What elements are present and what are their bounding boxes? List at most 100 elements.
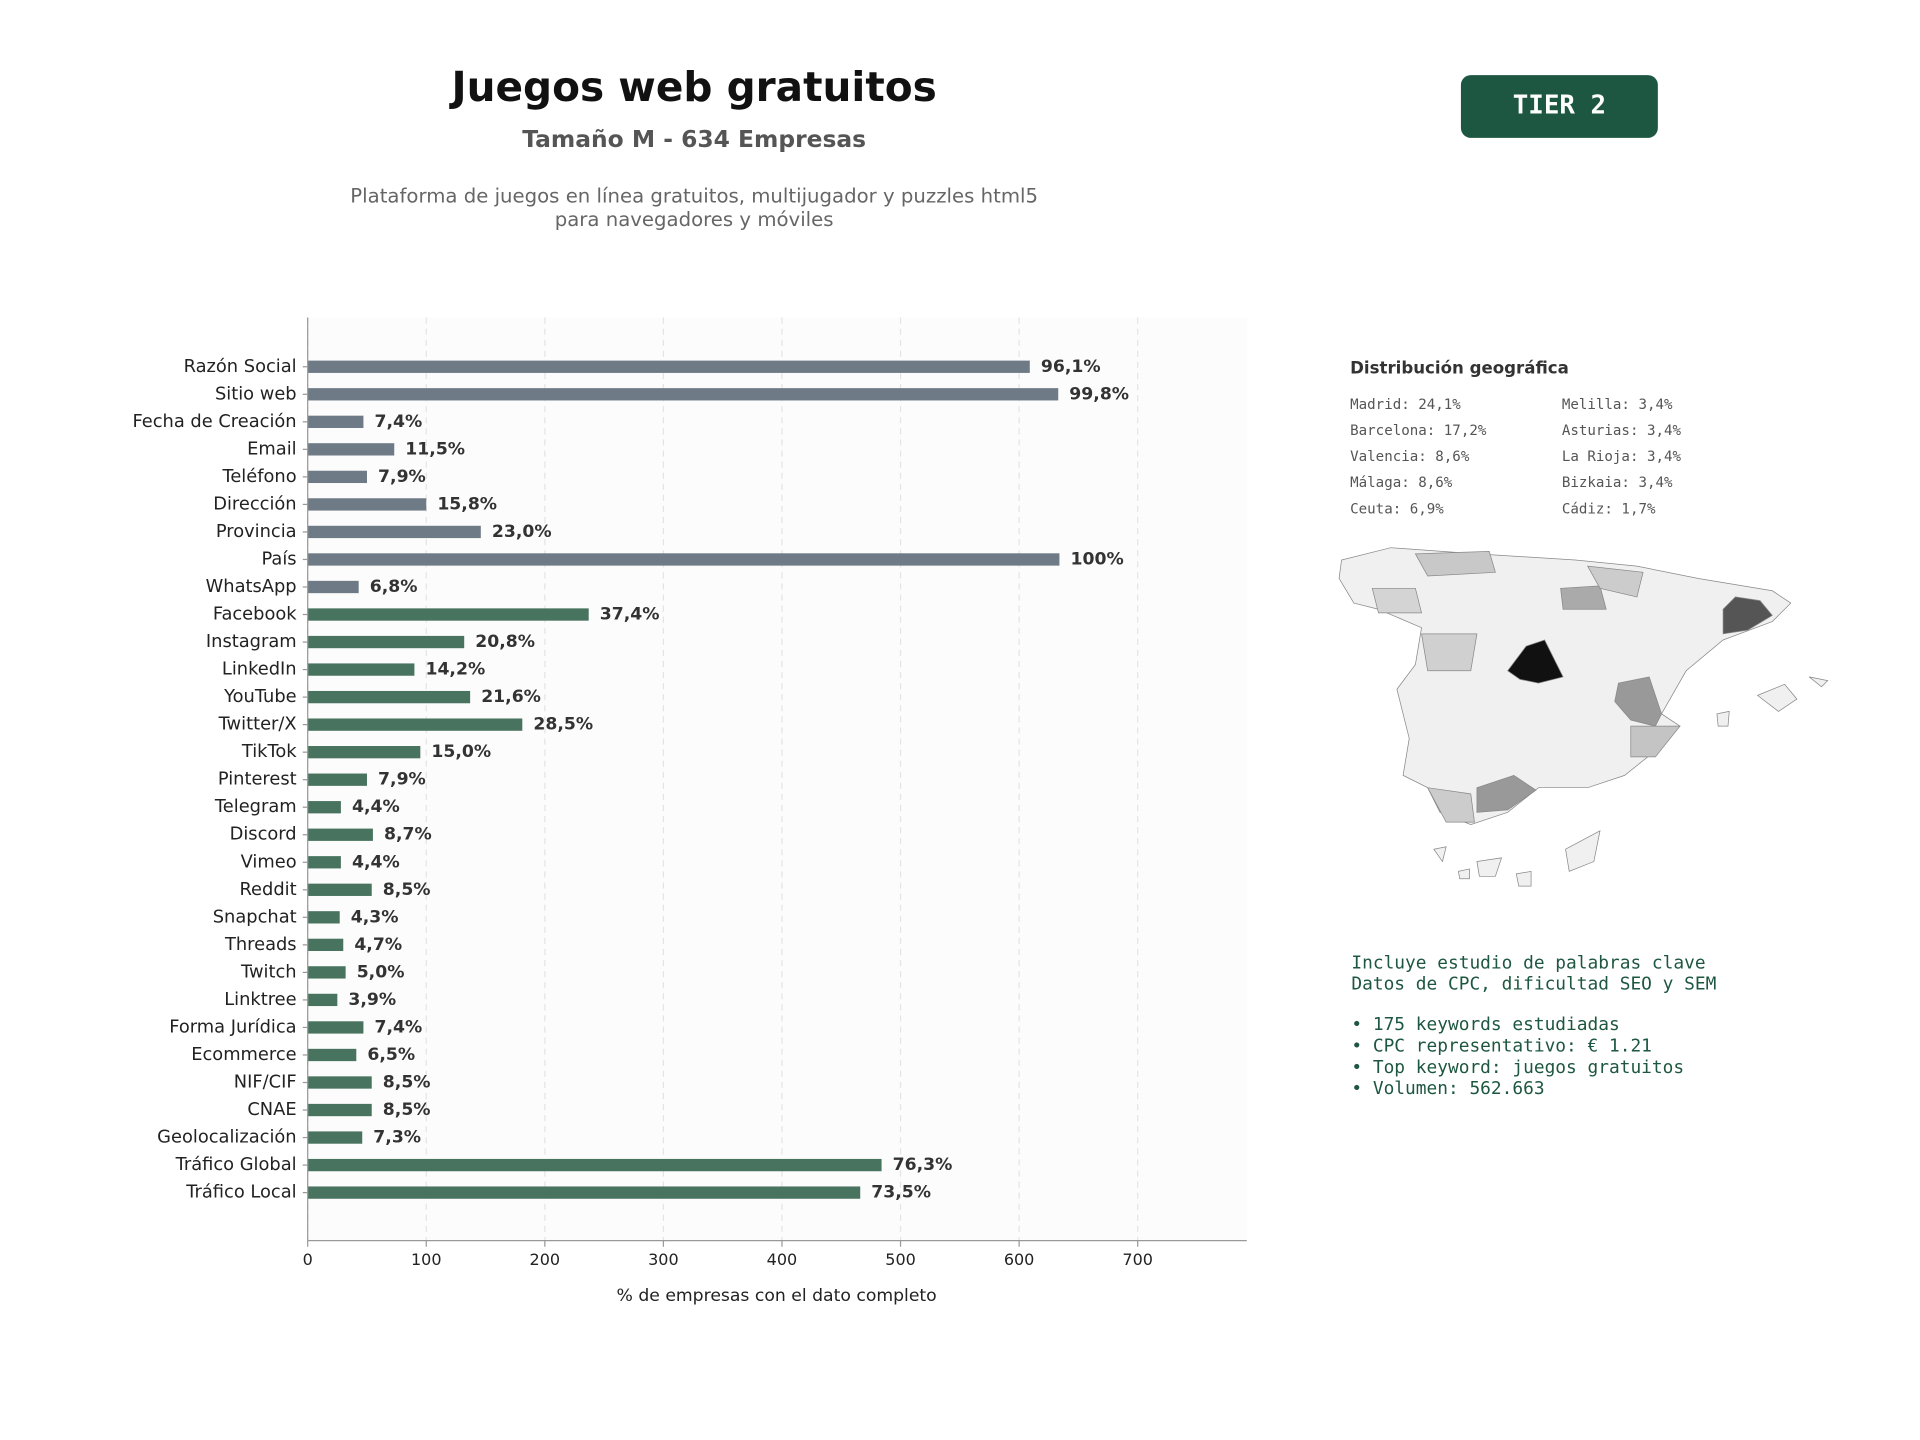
subtitle: Tamaño M - 634 Empresas — [522, 125, 866, 153]
y-tick-label: Instagram — [206, 631, 297, 652]
value-label: 76,3% — [893, 1155, 953, 1175]
description: Plataforma de juegos en línea gratuitos,… — [350, 184, 1038, 207]
bar — [307, 966, 346, 979]
value-label: 7,9% — [378, 770, 426, 790]
y-tick-label: Razón Social — [184, 356, 297, 377]
value-label: 23,0% — [492, 522, 552, 542]
geo-item: Madrid: 24,1% — [1350, 397, 1461, 413]
bar — [307, 828, 373, 841]
plot-area — [307, 317, 1247, 1241]
geo-item: Melilla: 3,4% — [1562, 397, 1673, 413]
bar — [307, 938, 344, 952]
bar — [307, 1076, 372, 1089]
value-label: 4,4% — [352, 852, 400, 872]
value-label: 21,6% — [481, 687, 541, 707]
y-tick-label: Discord — [230, 824, 297, 845]
bar — [307, 856, 341, 869]
y-tick-label: Tráfico Global — [175, 1154, 297, 1175]
value-label: 100% — [1071, 549, 1124, 569]
bar — [307, 663, 415, 676]
value-label: 8,5% — [383, 1073, 431, 1093]
keyword-bullet: • Top keyword: juegos gratuitos — [1351, 1057, 1684, 1078]
x-tick-label: 400 — [767, 1250, 798, 1269]
value-label: 7,4% — [374, 1017, 422, 1037]
bar — [307, 608, 589, 621]
keyword-bullet: • CPC representativo: € 1.21 — [1351, 1036, 1652, 1057]
y-tick-label: País — [261, 548, 296, 569]
x-tick-label: 200 — [530, 1250, 561, 1269]
y-tick-label: YouTube — [223, 686, 297, 707]
bar — [307, 580, 359, 594]
y-tick-label: Vimeo — [241, 851, 297, 872]
y-tick-label: Sitio web — [215, 383, 297, 404]
value-label: 15,0% — [431, 742, 491, 762]
bar — [307, 525, 481, 539]
bar — [307, 718, 523, 731]
x-tick-label: 700 — [1122, 1250, 1153, 1269]
value-label: 4,4% — [352, 797, 400, 817]
bar — [307, 470, 367, 484]
bar — [307, 553, 1060, 566]
geo-item: Valencia: 8,6% — [1350, 449, 1470, 465]
bar — [307, 498, 427, 511]
keyword-bullet: • 175 keywords estudiadas — [1351, 1014, 1619, 1035]
bar — [307, 1186, 861, 1199]
y-tick-label: Email — [247, 438, 296, 459]
value-label: 4,3% — [351, 907, 399, 927]
geo-item: Cádiz: 1,7% — [1562, 501, 1656, 517]
geo-item: Asturias: 3,4% — [1562, 423, 1682, 439]
y-tick-label: Telegram — [214, 796, 297, 817]
bar — [307, 635, 465, 649]
geo-item: La Rioja: 3,4% — [1562, 449, 1682, 465]
value-label: 73,5% — [871, 1183, 931, 1203]
value-label: 8,5% — [383, 1100, 431, 1120]
value-label: 7,9% — [378, 467, 426, 487]
y-tick-label: CNAE — [247, 1099, 296, 1120]
bar — [307, 773, 367, 786]
y-tick-label: Pinterest — [218, 769, 297, 790]
geo-item: Bizkaia: 3,4% — [1562, 475, 1673, 491]
value-label: 8,7% — [384, 825, 432, 845]
value-label: 8,5% — [383, 880, 431, 900]
title: Juegos web gratuitos — [448, 63, 936, 111]
bar — [307, 690, 471, 704]
value-label: 4,7% — [354, 935, 402, 955]
keyword-intro: Incluye estudio de palabras clave — [1351, 953, 1705, 974]
value-label: 37,4% — [600, 605, 660, 625]
bar — [307, 1048, 357, 1062]
bar — [307, 443, 395, 456]
y-tick-label: LinkedIn — [222, 659, 297, 680]
geo-title: Distribución geográfica — [1350, 359, 1569, 378]
value-label: 11,5% — [405, 439, 465, 459]
y-tick-label: Twitch — [240, 961, 297, 982]
keyword-bullet: • Volumen: 562.663 — [1351, 1078, 1544, 1099]
description: para navegadores y móviles — [555, 208, 834, 231]
value-label: 20,8% — [475, 632, 535, 652]
y-tick-label: Twitter/X — [218, 714, 297, 735]
keyword-intro: Datos de CPC, dificultad SEO y SEM — [1351, 974, 1716, 995]
y-tick-label: Linktree — [224, 989, 296, 1010]
y-tick-label: Facebook — [213, 604, 297, 625]
x-tick-label: 500 — [885, 1250, 916, 1269]
y-tick-label: Snapchat — [213, 906, 297, 927]
value-label: 6,5% — [367, 1045, 415, 1065]
y-tick-label: Teléfono — [221, 466, 296, 487]
y-tick-label: Dirección — [213, 493, 296, 514]
bar — [307, 1021, 364, 1034]
value-label: 28,5% — [533, 715, 593, 735]
y-tick-label: Threads — [224, 934, 297, 955]
value-label: 14,2% — [425, 660, 485, 680]
y-tick-label: Tráfico Local — [185, 1182, 296, 1203]
value-label: 3,9% — [348, 990, 396, 1010]
x-tick-label: 100 — [411, 1250, 442, 1269]
bar — [307, 746, 421, 759]
bar — [307, 1131, 363, 1144]
geo-item: Barcelona: 17,2% — [1350, 423, 1487, 439]
bar — [307, 1158, 882, 1172]
bar — [307, 360, 1030, 373]
x-tick-label: 300 — [648, 1250, 679, 1269]
bar — [307, 801, 341, 814]
map — [1338, 547, 1829, 887]
y-tick-label: TikTok — [241, 741, 297, 762]
y-tick-label: Ecommerce — [191, 1044, 296, 1065]
